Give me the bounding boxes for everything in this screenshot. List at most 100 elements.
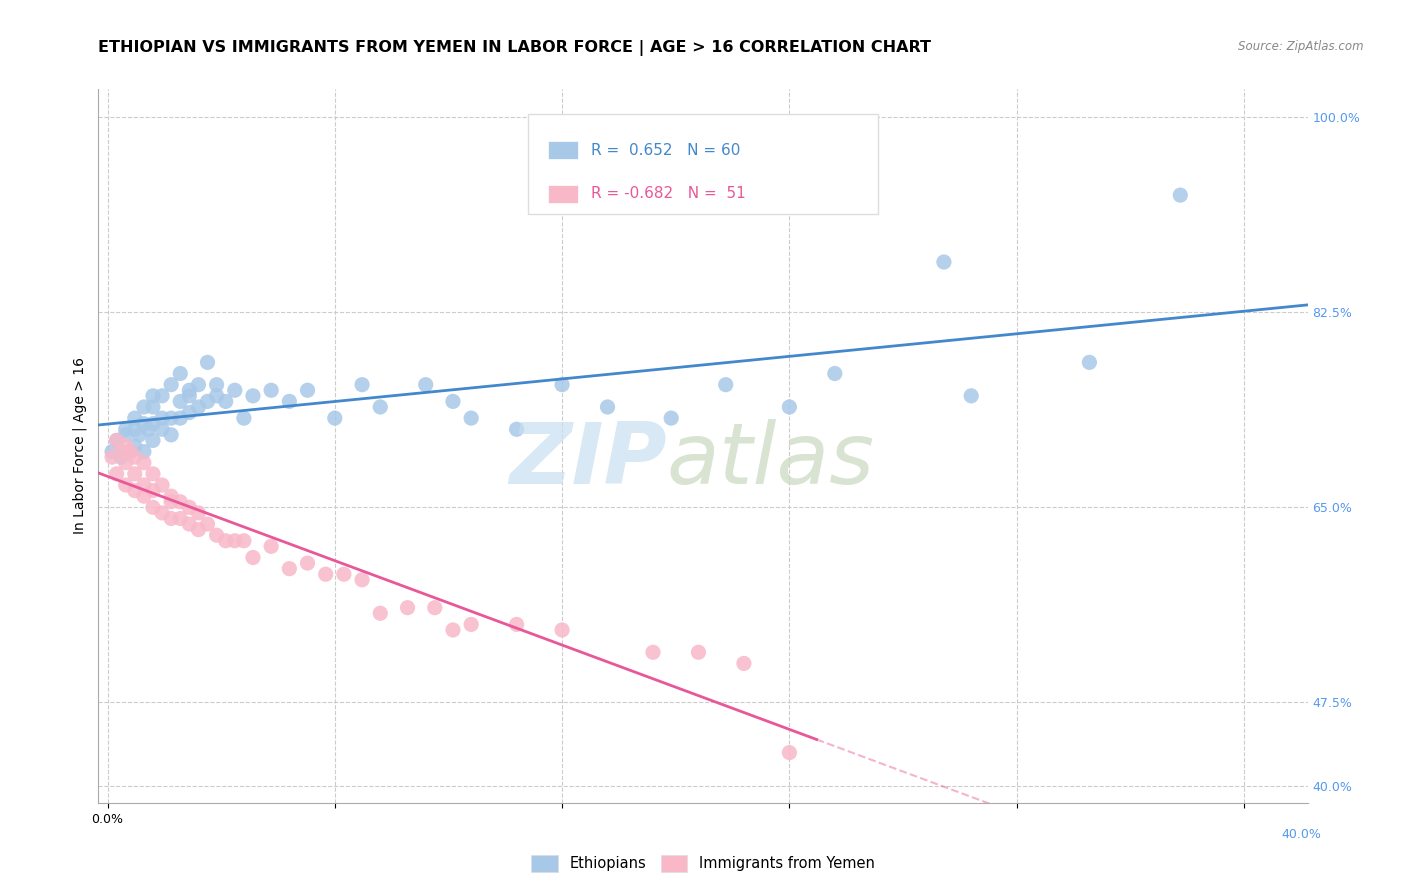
Point bbox=[132, 444, 155, 458]
Text: R =  0.652   N = 60: R = 0.652 N = 60 bbox=[591, 143, 740, 158]
Point bbox=[179, 516, 201, 531]
FancyBboxPatch shape bbox=[527, 114, 879, 214]
Text: ZIP: ZIP bbox=[509, 418, 666, 502]
Text: 40.0%: 40.0% bbox=[1282, 828, 1322, 840]
Point bbox=[1078, 355, 1101, 369]
Point bbox=[505, 422, 527, 436]
Point bbox=[205, 389, 228, 403]
Point bbox=[105, 434, 128, 448]
Point bbox=[150, 411, 173, 425]
Point bbox=[142, 467, 165, 481]
Point bbox=[114, 427, 136, 442]
Point bbox=[505, 617, 527, 632]
Point bbox=[368, 607, 391, 621]
Point bbox=[150, 389, 173, 403]
Point bbox=[179, 389, 201, 403]
Point bbox=[352, 573, 374, 587]
Text: atlas: atlas bbox=[666, 418, 875, 502]
Point bbox=[160, 427, 183, 442]
Point bbox=[169, 411, 191, 425]
Point bbox=[187, 523, 209, 537]
Point bbox=[105, 434, 128, 448]
Point bbox=[132, 489, 155, 503]
Point bbox=[110, 444, 132, 458]
Point bbox=[132, 478, 155, 492]
Point bbox=[142, 500, 165, 515]
Point bbox=[824, 367, 846, 381]
Point bbox=[150, 506, 173, 520]
Point bbox=[778, 400, 800, 414]
Point bbox=[120, 444, 142, 458]
Point bbox=[179, 384, 201, 398]
Point bbox=[260, 539, 283, 553]
Point bbox=[224, 384, 246, 398]
Point bbox=[242, 389, 264, 403]
Point bbox=[333, 567, 356, 582]
Point bbox=[423, 600, 446, 615]
Y-axis label: In Labor Force | Age > 16: In Labor Force | Age > 16 bbox=[73, 358, 87, 534]
Point bbox=[733, 657, 755, 671]
Point bbox=[101, 450, 124, 465]
Point bbox=[179, 500, 201, 515]
Point bbox=[278, 394, 301, 409]
Point bbox=[460, 411, 482, 425]
Point bbox=[150, 422, 173, 436]
Point bbox=[323, 411, 346, 425]
Point bbox=[169, 494, 191, 508]
Point bbox=[142, 434, 165, 448]
Text: R = -0.682   N =  51: R = -0.682 N = 51 bbox=[591, 186, 745, 202]
Point bbox=[778, 746, 800, 760]
Point bbox=[297, 384, 319, 398]
Point bbox=[315, 567, 337, 582]
Point bbox=[242, 550, 264, 565]
Point bbox=[160, 511, 183, 525]
Point bbox=[368, 400, 391, 414]
Point bbox=[114, 456, 136, 470]
Point bbox=[105, 467, 128, 481]
Point bbox=[101, 444, 124, 458]
FancyBboxPatch shape bbox=[548, 185, 578, 202]
Point bbox=[169, 511, 191, 525]
Point bbox=[596, 400, 619, 414]
Point bbox=[132, 400, 155, 414]
Point bbox=[132, 417, 155, 431]
Point bbox=[150, 478, 173, 492]
Point bbox=[142, 389, 165, 403]
Point bbox=[205, 528, 228, 542]
Point bbox=[160, 377, 183, 392]
Text: ETHIOPIAN VS IMMIGRANTS FROM YEMEN IN LABOR FORCE | AGE > 16 CORRELATION CHART: ETHIOPIAN VS IMMIGRANTS FROM YEMEN IN LA… bbox=[98, 40, 931, 56]
Point bbox=[160, 411, 183, 425]
Point bbox=[460, 617, 482, 632]
Point bbox=[124, 450, 146, 465]
Point bbox=[179, 405, 201, 419]
Point bbox=[142, 417, 165, 431]
Point bbox=[138, 422, 160, 436]
Point bbox=[124, 439, 146, 453]
Text: Source: ZipAtlas.com: Source: ZipAtlas.com bbox=[1239, 40, 1364, 54]
Point bbox=[551, 377, 574, 392]
Point bbox=[142, 400, 165, 414]
Point bbox=[142, 483, 165, 498]
Point bbox=[197, 394, 219, 409]
Point bbox=[714, 377, 737, 392]
Point bbox=[160, 494, 183, 508]
Point bbox=[169, 367, 191, 381]
Point bbox=[396, 600, 419, 615]
Point bbox=[232, 533, 254, 548]
Point bbox=[120, 444, 142, 458]
Point bbox=[232, 411, 254, 425]
Point bbox=[215, 394, 238, 409]
Point bbox=[1168, 188, 1191, 202]
Point bbox=[169, 394, 191, 409]
Point bbox=[215, 533, 238, 548]
Point bbox=[132, 456, 155, 470]
Point bbox=[260, 384, 283, 398]
Point bbox=[114, 478, 136, 492]
Point bbox=[352, 377, 374, 392]
Point bbox=[205, 377, 228, 392]
Point bbox=[124, 411, 146, 425]
FancyBboxPatch shape bbox=[548, 141, 578, 159]
Point bbox=[114, 422, 136, 436]
Point bbox=[688, 645, 710, 659]
Point bbox=[197, 516, 219, 531]
